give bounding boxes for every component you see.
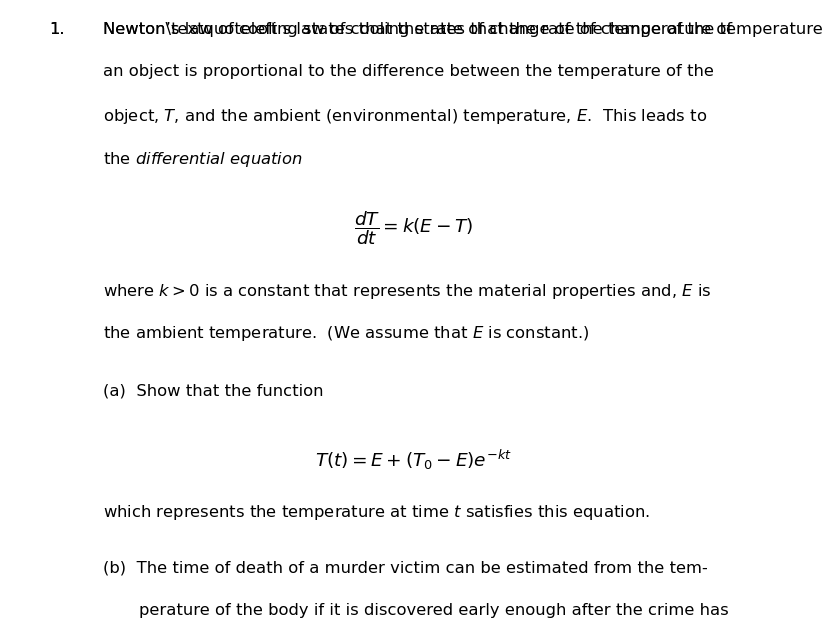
Text: $T(t) = E + (T_0 - E)e^{-kt}$: $T(t) = E + (T_0 - E)e^{-kt}$	[315, 448, 512, 472]
Text: (b)  The time of death of a murder victim can be estimated from the tem-: (b) The time of death of a murder victim…	[103, 560, 708, 575]
Text: 1.: 1.	[50, 22, 65, 37]
Text: Newton\textquoteleft s law of cooling states that the rate of change of the temp: Newton\textquoteleft s law of cooling st…	[103, 22, 827, 37]
Text: which represents the temperature at time $t$ satisfies this equation.: which represents the temperature at time…	[103, 503, 650, 522]
Text: Newton’s law of cooling states that the rate of change of the temperature of: Newton’s law of cooling states that the …	[103, 22, 733, 37]
Text: (a)  Show that the function: (a) Show that the function	[103, 384, 324, 399]
Text: perature of the body if it is discovered early enough after the crime has: perature of the body if it is discovered…	[139, 603, 729, 618]
Text: where $k > 0$ is a constant that represents the material properties and, $E$ is: where $k > 0$ is a constant that represe…	[103, 282, 712, 300]
Text: 1.: 1.	[50, 22, 65, 37]
Text: the ambient temperature.  (We assume that $E$ is constant.): the ambient temperature. (We assume that…	[103, 324, 590, 343]
Text: object, $T$, and the ambient (environmental) temperature, $E$.  This leads to: object, $T$, and the ambient (environmen…	[103, 107, 708, 126]
Text: an object is proportional to the difference between the temperature of the: an object is proportional to the differe…	[103, 64, 715, 80]
Text: $\dfrac{dT}{dt} = k(E - T)$: $\dfrac{dT}{dt} = k(E - T)$	[354, 209, 473, 247]
Text: the $\mathit{differential\ equation}$: the $\mathit{differential\ equation}$	[103, 150, 304, 168]
